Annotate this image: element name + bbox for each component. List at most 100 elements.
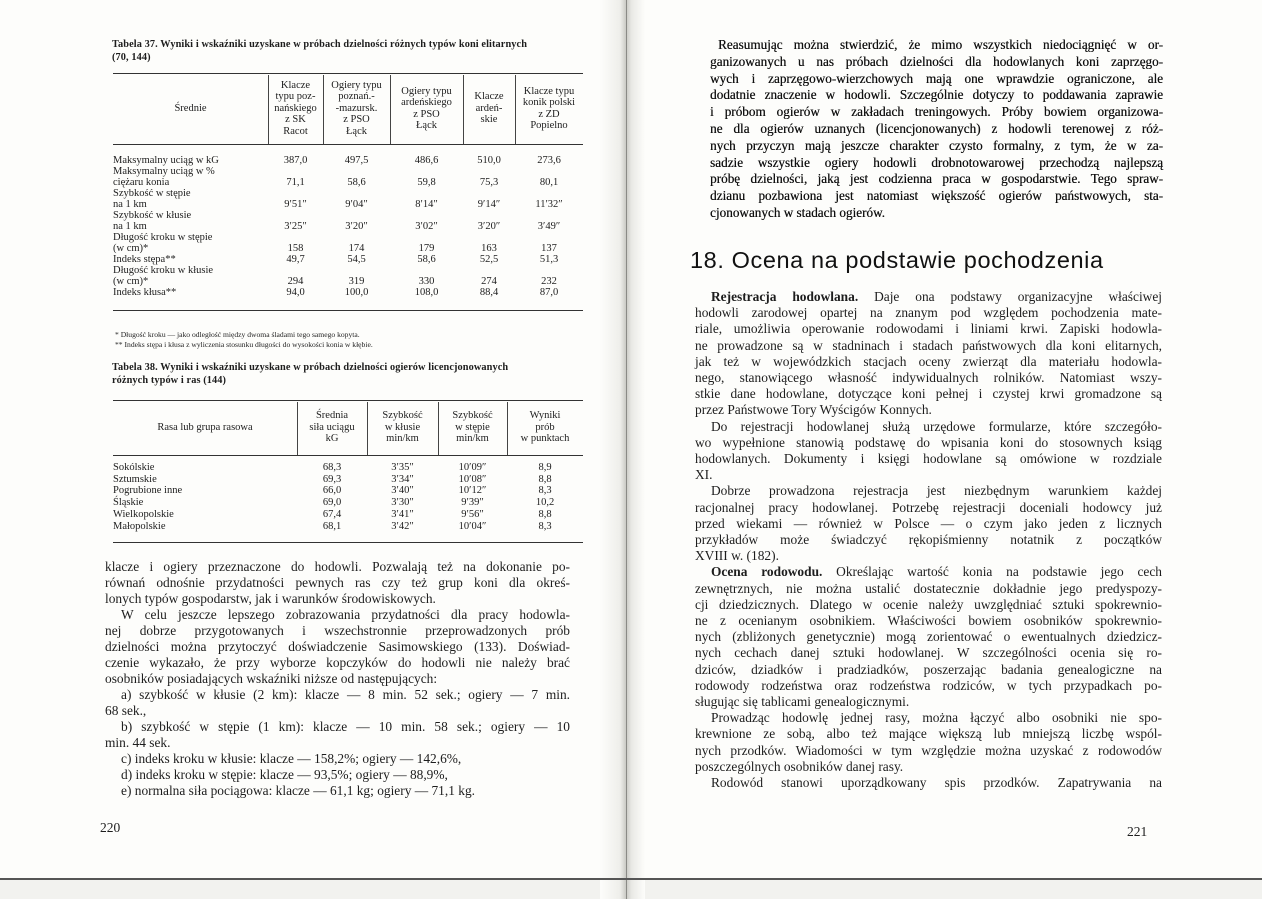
- header-line: Ogiery typu: [331, 79, 382, 91]
- header-line: w stępie: [455, 421, 490, 433]
- text-line: Ocena rodowodu. Określając wartość konia…: [695, 564, 1162, 580]
- table-cell: 58,6: [347, 177, 366, 188]
- table-cell: 486,6: [414, 155, 439, 166]
- table37-footnotes: * Długość kroku — jako odległość między …: [115, 330, 373, 349]
- table-cell: 88,4: [479, 287, 499, 298]
- table-cell: 3′41″: [391, 508, 414, 520]
- table-cell: 163: [481, 243, 497, 254]
- text-line: cjonowanych w stadach ogierów.: [710, 204, 885, 220]
- text-line: min. 44 sek.: [105, 735, 171, 750]
- intro-paragraph: Reasumując można stwierdzić, że mimo wsz…: [710, 37, 1163, 222]
- header-line: prób: [535, 421, 555, 433]
- header-line: Klacze typu: [523, 85, 575, 97]
- paragraph: W celu jeszcze lepszego zobrazowania prz…: [105, 607, 570, 687]
- row-label: na 1 km: [113, 221, 147, 232]
- header-line: z PSO: [413, 108, 440, 120]
- table-cell: 100,0: [344, 287, 369, 298]
- row-label: Indeks kłusa**: [113, 287, 177, 298]
- header-line: Łąck: [346, 125, 367, 137]
- header-line: z SK: [285, 114, 306, 126]
- row-label: (w cm)*: [113, 276, 149, 287]
- paragraph: Rejestracja hodowlana. Daje ona podstawy…: [695, 289, 1162, 419]
- paragraph: Ocena rodowodu. Określając wartość konia…: [695, 564, 1162, 710]
- table-cell: 59,8: [417, 177, 436, 188]
- table-cell: 108,0: [414, 287, 439, 298]
- text-line: przed wiekami — również w Polsce — o czy…: [695, 515, 1162, 531]
- text-line: rodowody rodzeństwa oraz rodzeństwa rodz…: [695, 677, 1162, 693]
- table-cell: 274: [481, 276, 497, 287]
- row-label: Długość kroku w kłusie: [113, 265, 214, 276]
- column-header: Szybkość w kłusie min/km: [367, 400, 438, 455]
- text-line: lonych typów gospodarstw, jak i warunków…: [105, 591, 436, 606]
- header-line: Szybkość: [382, 410, 423, 422]
- text-line: klacze i ogiery przeznaczone do hodowli.…: [105, 559, 570, 574]
- text-line: Do rejestracji hodowlanej służą urzędowe…: [711, 418, 1162, 434]
- column-divider: [507, 402, 508, 455]
- column-header: Klacze ardeń-skie: [463, 73, 515, 144]
- text-line: wo wypełnione stanowią podstawę do wpisa…: [695, 434, 1162, 450]
- text-line: W celu jeszcze lepszego zobrazowania prz…: [121, 607, 570, 622]
- table-cell: 3′42″: [391, 520, 414, 532]
- table-cell: 10′09″: [458, 462, 487, 473]
- table-cell: 10′12″: [458, 485, 487, 497]
- table-cell: 179: [418, 243, 435, 254]
- paragraph: b) szybkość w stępie (1 km): klacze — 10…: [105, 719, 570, 751]
- text-line: ganizowanych u nas próbach dzielności dl…: [710, 53, 1163, 69]
- column-divider: [367, 402, 368, 455]
- table-cell: 8,8: [538, 508, 552, 520]
- text-line: a) szybkość w kłusie (2 km): klacze — 8 …: [121, 687, 570, 702]
- header-line: Ogiery typu: [401, 85, 452, 97]
- header-line: Popielno: [530, 120, 568, 131]
- text-line: nych przyczyn mają jeszcze charakter czy…: [710, 137, 1163, 153]
- text-line: nego, stanowiącego własność indywidualny…: [695, 370, 1162, 386]
- text-line: próbę dzielności, jaką jest codzienna pr…: [710, 171, 1163, 187]
- row-label: Śląskie: [113, 497, 144, 509]
- header-line: Łąck: [416, 120, 437, 131]
- table-bottom-rule: [113, 310, 583, 311]
- text-line: dzielności można przytoczyć doświadczeni…: [105, 639, 570, 654]
- paragraph: d) indeks kroku w stępie: klacze — 93,5%…: [105, 767, 570, 783]
- table-cell: 3′40″: [391, 485, 414, 497]
- text-line: i próbom ogierów w zakładach treningowyc…: [710, 104, 1163, 120]
- table-cell: 71,1: [286, 177, 305, 188]
- column-header: Klacze typu konik polski z ZD Popielno: [515, 73, 583, 144]
- table-cell: 330: [418, 276, 435, 287]
- text-line: XI.: [695, 467, 713, 483]
- row-label: Szybkość w kłusie: [113, 210, 192, 221]
- table-cell: 8,9: [538, 462, 552, 473]
- caption-line: (70, 144): [112, 52, 151, 63]
- header-line: z PSO: [343, 114, 370, 126]
- table38-caption: Tabela 38. Wyniki i wskaźniki uzyskane w…: [112, 361, 508, 387]
- text-line: hodowlanych. Dokumenty i księgi hodowlan…: [695, 451, 1162, 467]
- table-cell: 8,3: [538, 520, 552, 532]
- table-cell: 67,4: [322, 508, 342, 520]
- table-cell: 8,8: [538, 473, 552, 485]
- table-cell: 75,3: [479, 177, 499, 188]
- header-line: ardeń-: [475, 102, 503, 114]
- table-cell: 3′02″: [415, 221, 438, 232]
- footnote: ** Indeks stępa i kłusa z wyliczenia sto…: [115, 339, 373, 349]
- table-cell: 3′20″: [477, 221, 501, 232]
- page-number: 220: [100, 820, 121, 835]
- row-label: ciężaru konia: [113, 177, 170, 188]
- text-line: poszczególnych osobników danej rasy.: [695, 758, 904, 774]
- text-line: Dobrze prowadzona rejestracja jest niezb…: [711, 483, 1162, 499]
- column-header: Klacze typu poz-nańskiego z SK Racot: [268, 73, 323, 144]
- table-cell: 3′30″: [391, 497, 414, 509]
- header-line: -mazursk.: [335, 102, 378, 114]
- text-line: riale, umożliwia operowanie rodowodami i…: [695, 321, 1162, 337]
- table-cell: 9′56″: [461, 508, 484, 520]
- text-line: jak też w wojewódzkich stacjach oceny zw…: [695, 353, 1162, 369]
- table-cell: 9′51″: [284, 199, 307, 210]
- column-header: Wyniki prób w punktach: [507, 400, 583, 455]
- table-cell: 3′34″: [391, 473, 414, 485]
- header-line: w kłusie: [384, 421, 421, 433]
- caption-line: Tabela 38. Wyniki i wskaźniki uzyskane w…: [112, 362, 509, 373]
- table-cell: 294: [287, 276, 304, 287]
- text-line: ne z ocenianym osobnikiem. Właściwości b…: [695, 613, 1162, 629]
- text-line: Prowadząc hodowlę jednej rasy, można łąc…: [711, 710, 1162, 726]
- text-line: zewnętrznych, nie można ustalić dostatec…: [695, 580, 1162, 596]
- table-cell: 319: [348, 276, 365, 287]
- table-cell: 10′04″: [458, 520, 487, 532]
- header-line: w punktach: [520, 433, 570, 445]
